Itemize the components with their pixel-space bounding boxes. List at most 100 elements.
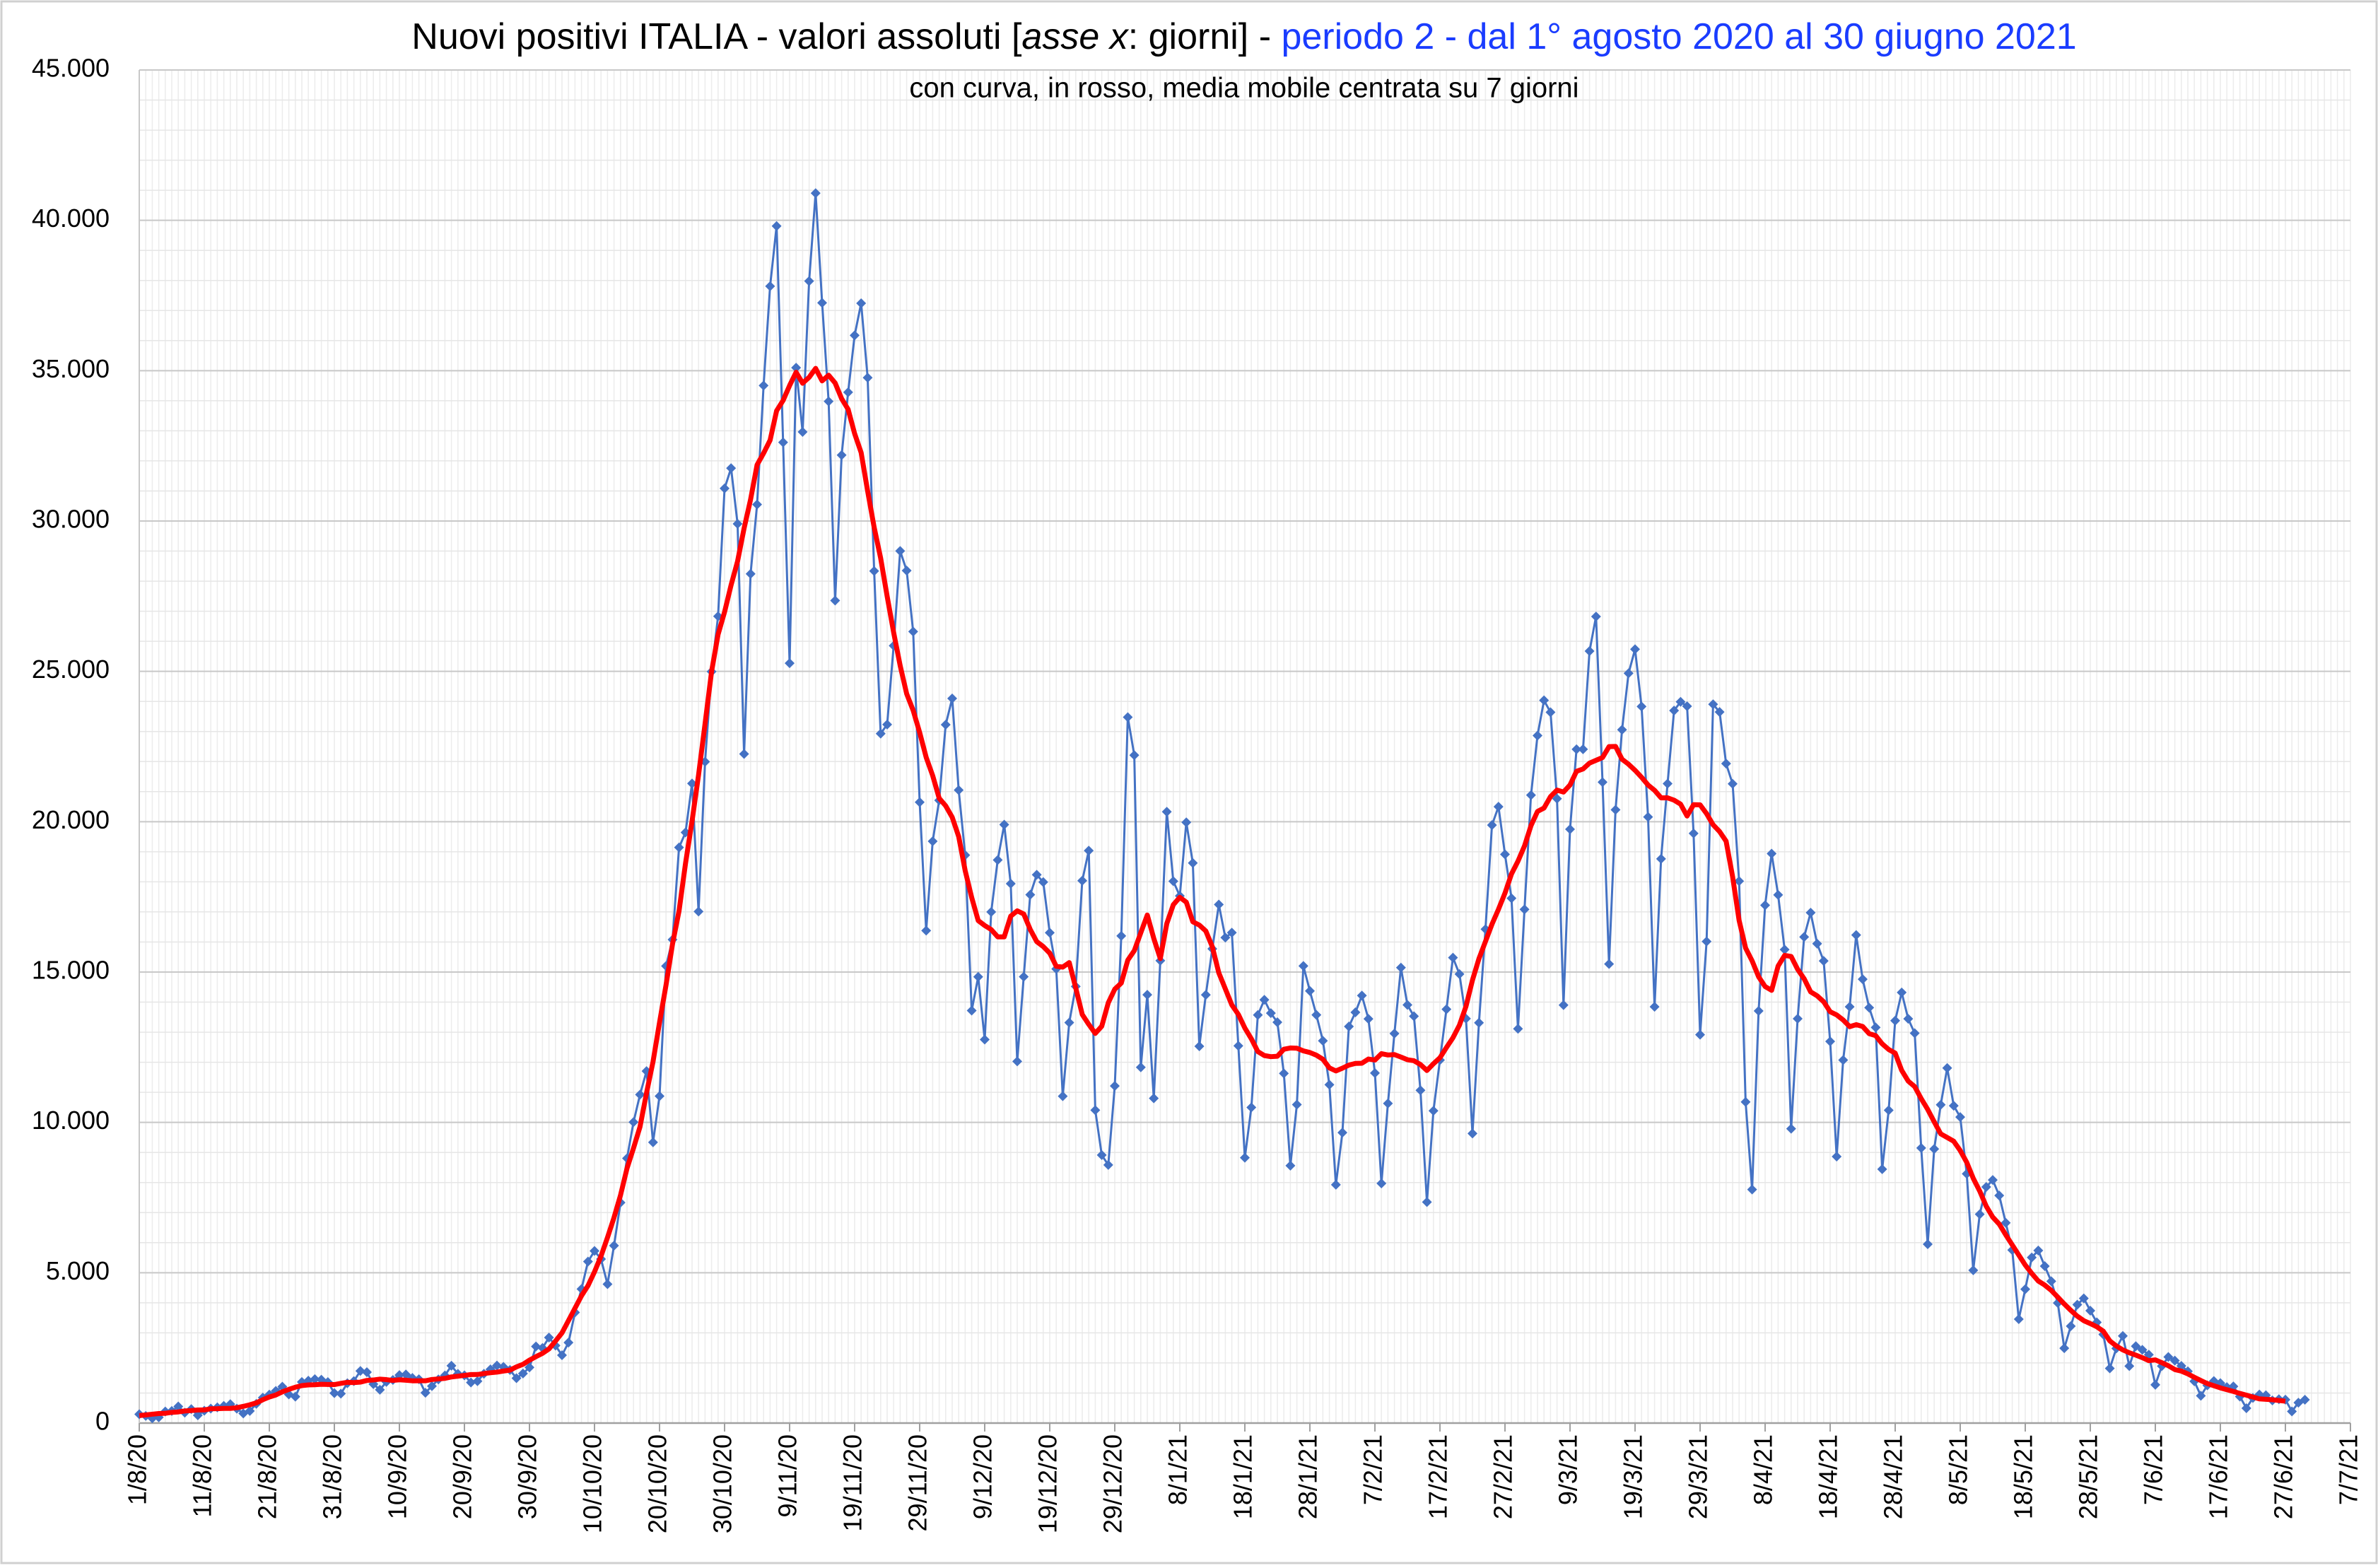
- data-point: [1454, 969, 1465, 979]
- data-point: [1200, 990, 1211, 1000]
- data-point: [1005, 879, 1016, 889]
- x-tick-label: 20/9/20: [448, 1434, 477, 1519]
- data-point: [1578, 744, 1588, 754]
- data-point: [511, 1373, 522, 1383]
- data-point: [1844, 1002, 1855, 1012]
- data-point: [1376, 1178, 1387, 1189]
- data-point: [1968, 1265, 1979, 1275]
- data-point: [525, 1362, 534, 1373]
- y-tick-label: 25.000: [32, 655, 110, 684]
- data-point: [655, 1091, 664, 1101]
- x-tick-label: 28/1/21: [1294, 1434, 1323, 1519]
- data-point: [2066, 1321, 2076, 1331]
- data-point: [895, 546, 906, 556]
- x-tick-label: 9/12/20: [968, 1434, 997, 1519]
- title-part: : giorni] -: [1128, 16, 1282, 57]
- x-tick-label: 27/2/21: [1489, 1434, 1518, 1519]
- data-point: [1870, 1022, 1881, 1033]
- data-point: [1279, 1068, 1289, 1079]
- data-point: [466, 1377, 476, 1388]
- data-point: [635, 1089, 645, 1100]
- data-point: [1948, 1101, 1959, 1111]
- data-point: [1883, 1105, 1894, 1116]
- data-point: [582, 1256, 593, 1267]
- data-point: [1357, 990, 1367, 1001]
- data-point: [817, 298, 827, 308]
- data-point: [915, 797, 925, 807]
- data-point: [2039, 1261, 2050, 1272]
- data-point: [1096, 1149, 1107, 1160]
- data-point: [1929, 1144, 1940, 1154]
- data-point: [856, 298, 867, 308]
- data-point: [531, 1341, 541, 1352]
- data-point: [2033, 1245, 2044, 1256]
- data-point: [1298, 961, 1308, 971]
- x-tick-label: 19/11/20: [838, 1434, 867, 1531]
- data-point: [2118, 1330, 2128, 1341]
- data-point: [2046, 1276, 2056, 1287]
- data-point: [693, 906, 704, 917]
- data-point: [1318, 1036, 1328, 1046]
- data-point: [732, 518, 743, 529]
- data-point: [1617, 725, 1627, 735]
- data-point: [1584, 646, 1595, 657]
- data-point: [1441, 1004, 1452, 1014]
- data-point: [2078, 1293, 2089, 1304]
- data-point: [1916, 1142, 1926, 1153]
- data-point: [1623, 668, 1634, 679]
- data-point: [2131, 1341, 2141, 1352]
- data-point: [1265, 1008, 1276, 1019]
- x-tick-label: 31/8/20: [318, 1434, 347, 1519]
- data-point: [1233, 1041, 1243, 1051]
- x-tick-label: 18/1/21: [1229, 1434, 1258, 1519]
- data-point: [1324, 1080, 1335, 1090]
- x-tick-label: 8/5/21: [1944, 1434, 1973, 1505]
- data-point: [1994, 1190, 2005, 1201]
- data-point: [954, 785, 964, 795]
- data-point: [720, 483, 730, 493]
- data-point: [1702, 936, 1712, 947]
- data-point: [628, 1117, 639, 1128]
- x-tick-label: 28/4/21: [1879, 1434, 1908, 1519]
- data-point: [1545, 707, 1556, 718]
- data-point: [1630, 644, 1640, 655]
- x-tick-label: 8/4/21: [1749, 1434, 1778, 1505]
- data-point: [797, 427, 808, 438]
- x-tick-label: 17/2/21: [1424, 1434, 1453, 1519]
- data-point: [1330, 1179, 1341, 1190]
- moving-average-line: [139, 365, 2286, 1418]
- data-point: [290, 1391, 300, 1402]
- data-point: [1981, 1182, 1991, 1193]
- data-point: [1851, 930, 1861, 940]
- data-point: [674, 842, 684, 853]
- data-point: [1525, 790, 1536, 800]
- data-point: [1773, 889, 1784, 900]
- data-point: [966, 1005, 977, 1016]
- data-point: [1942, 1063, 1952, 1073]
- data-point: [1747, 1184, 1757, 1195]
- x-tick-label: 28/5/21: [2074, 1434, 2103, 1519]
- data-point: [1610, 805, 1621, 815]
- data-point: [765, 281, 775, 291]
- data-point: [173, 1401, 184, 1412]
- x-tick-label: 1/8/20: [123, 1434, 152, 1505]
- data-point: [1721, 759, 1731, 769]
- data-point: [875, 728, 886, 739]
- data-point: [862, 373, 873, 383]
- data-point: [2059, 1343, 2070, 1354]
- data-point: [1558, 1000, 1569, 1010]
- data-point: [1832, 1151, 1842, 1162]
- data-point: [1493, 802, 1504, 812]
- data-point: [1038, 877, 1048, 887]
- data-point: [1818, 956, 1829, 966]
- data-point: [843, 387, 853, 397]
- data-point: [1064, 1017, 1074, 1028]
- data-point: [1728, 778, 1738, 789]
- data-point: [1415, 1085, 1426, 1096]
- axes: 0 5.000 10.000 15.000 20.000 25.000 30.000 35.0…: [32, 54, 2363, 1534]
- data-point: [1591, 612, 1601, 622]
- data-point: [1149, 1093, 1159, 1104]
- data-point: [1142, 990, 1152, 1000]
- y-tick-label: 10.000: [32, 1106, 110, 1135]
